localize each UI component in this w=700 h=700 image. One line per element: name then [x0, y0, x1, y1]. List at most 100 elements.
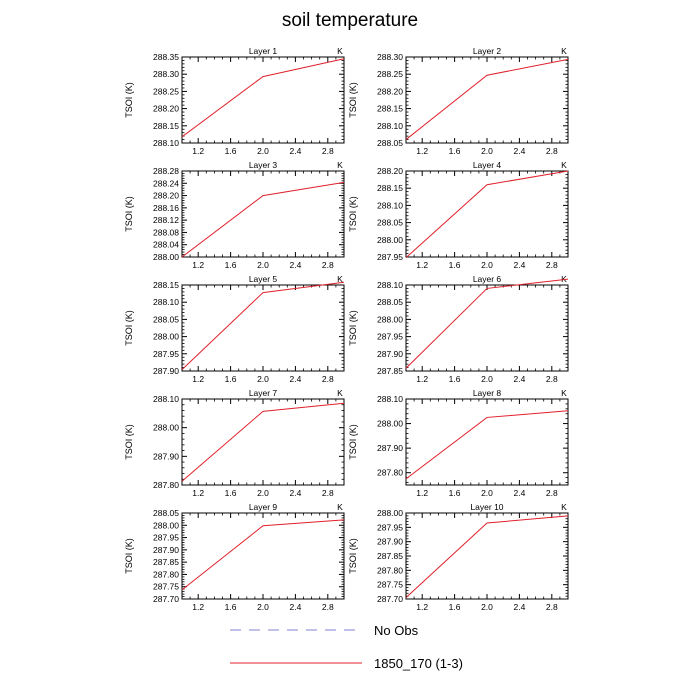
x-tick-label: 1.6: [225, 146, 237, 156]
y-tick-label: 288.05: [377, 138, 403, 148]
panel-layer-1: Layer 1 K TSOI (K) 1.2 1.6 2.0 2.4 2.8 288.10 288…: [124, 46, 345, 156]
x-tick-label: 1.6: [225, 374, 237, 384]
plot-frame: [405, 512, 569, 600]
units-label: K: [561, 502, 567, 512]
panel-layer-8: Layer 8 K TSOI (K) 1.2 1.6 2.0 2.4 2.8 287.80 287…: [348, 388, 569, 498]
series-line-1850-170: [181, 402, 345, 482]
panel-title: Layer 2: [473, 46, 502, 56]
plot-frame: [405, 284, 569, 372]
legend-label-1850-170: 1850_170 (1-3): [374, 656, 463, 671]
y-tick-label: 288.30: [377, 52, 403, 62]
x-tick-label: 2.0: [481, 374, 493, 384]
x-tick-label: 1.2: [416, 146, 428, 156]
x-tick-label: 1.6: [449, 146, 461, 156]
panel-title: Layer 1: [249, 46, 278, 56]
x-tick-label: 2.8: [322, 602, 334, 612]
y-tick-label: 287.90: [377, 537, 403, 547]
x-tick-label: 2.0: [257, 374, 269, 384]
y-tick-label: 287.95: [153, 533, 179, 543]
y-tick-label: 287.80: [377, 468, 403, 478]
plot-frame: [181, 170, 345, 258]
y-tick-label: 288.12: [153, 215, 179, 225]
y-tick-label: 288.10: [153, 394, 179, 404]
series-line-1850-170: [181, 181, 345, 258]
y-tick-label: 288.00: [153, 332, 179, 342]
units-label: K: [561, 46, 567, 56]
x-tick-label: 2.4: [289, 602, 301, 612]
plot-frame: [405, 56, 569, 144]
x-tick-label: 2.8: [546, 374, 558, 384]
panel-title: Layer 8: [473, 388, 502, 398]
x-tick-label: 1.6: [225, 488, 237, 498]
y-tick-label: 288.00: [153, 252, 179, 262]
y-tick-label: 287.95: [377, 522, 403, 532]
panel-layer-4: Layer 4 K TSOI (K) 1.2 1.6 2.0 2.4 2.8 287.95 288…: [348, 160, 569, 270]
y-tick-label: 288.05: [153, 508, 179, 518]
x-tick-label: 2.0: [481, 488, 493, 498]
x-tick-label: 2.4: [513, 260, 525, 270]
y-axis-title: TSOI (K): [348, 538, 358, 574]
x-tick-label: 2.8: [322, 146, 334, 156]
y-tick-label: 287.85: [377, 366, 403, 376]
y-tick-label: 287.90: [377, 349, 403, 359]
y-axis-title: TSOI (K): [348, 424, 358, 460]
x-tick-label: 2.4: [289, 488, 301, 498]
y-axis-title: TSOI (K): [124, 196, 134, 232]
x-tick-label: 1.2: [416, 602, 428, 612]
y-tick-label: 287.85: [153, 557, 179, 567]
x-tick-label: 2.4: [513, 146, 525, 156]
panels-group: Layer 1 K TSOI (K) 1.2 1.6 2.0 2.4 2.8 288.10 288…: [124, 46, 569, 612]
x-tick-label: 2.4: [513, 488, 525, 498]
figure-title: soil temperature: [282, 10, 418, 31]
x-tick-label: 2.8: [546, 602, 558, 612]
x-tick-label: 1.2: [192, 146, 204, 156]
units-label: K: [337, 502, 343, 512]
units-label: K: [337, 274, 343, 284]
x-tick-label: 1.2: [192, 260, 204, 270]
panel-title: Layer 6: [473, 274, 502, 284]
legend: No Obs 1850_170 (1-3): [230, 623, 463, 671]
y-tick-label: 287.95: [153, 349, 179, 359]
y-tick-label: 288.30: [153, 69, 179, 79]
y-tick-label: 287.85: [377, 551, 403, 561]
panel-title: Layer 10: [470, 502, 503, 512]
y-tick-label: 288.28: [153, 166, 179, 176]
series-line-1850-170: [405, 515, 569, 598]
y-tick-label: 288.05: [153, 314, 179, 324]
y-axis-title: TSOI (K): [124, 424, 134, 460]
panel-layer-7: Layer 7 K TSOI (K) 1.2 1.6 2.0 2.4 2.8 287.80 287…: [124, 388, 345, 498]
x-tick-label: 1.6: [449, 260, 461, 270]
x-tick-label: 2.8: [322, 374, 334, 384]
series-line-1850-170: [181, 519, 345, 591]
x-tick-label: 1.2: [192, 374, 204, 384]
plot-frame: [405, 398, 569, 486]
y-axis-title: TSOI (K): [348, 82, 358, 118]
y-tick-label: 287.75: [377, 580, 403, 590]
x-tick-label: 2.8: [546, 146, 558, 156]
y-tick-label: 288.15: [377, 104, 403, 114]
y-tick-label: 288.16: [153, 203, 179, 213]
y-tick-label: 288.20: [377, 166, 403, 176]
y-tick-label: 287.90: [153, 451, 179, 461]
plot-frame: [405, 170, 569, 258]
x-tick-label: 2.0: [257, 146, 269, 156]
y-axis-title: TSOI (K): [124, 310, 134, 346]
y-tick-label: 288.10: [377, 200, 403, 210]
x-tick-label: 2.8: [546, 488, 558, 498]
x-tick-label: 1.2: [192, 488, 204, 498]
y-tick-label: 287.80: [377, 565, 403, 575]
y-axis-title: TSOI (K): [348, 196, 358, 232]
x-tick-label: 2.0: [481, 602, 493, 612]
series-line-1850-170: [181, 281, 345, 370]
units-label: K: [561, 160, 567, 170]
y-tick-label: 288.24: [153, 178, 179, 188]
y-tick-label: 287.75: [153, 582, 179, 592]
units-label: K: [561, 274, 567, 284]
y-tick-label: 288.20: [153, 191, 179, 201]
y-tick-label: 288.15: [377, 183, 403, 193]
y-tick-label: 287.80: [153, 569, 179, 579]
y-axis-title: TSOI (K): [124, 538, 134, 574]
y-tick-label: 288.08: [153, 227, 179, 237]
y-tick-label: 288.00: [377, 419, 403, 429]
